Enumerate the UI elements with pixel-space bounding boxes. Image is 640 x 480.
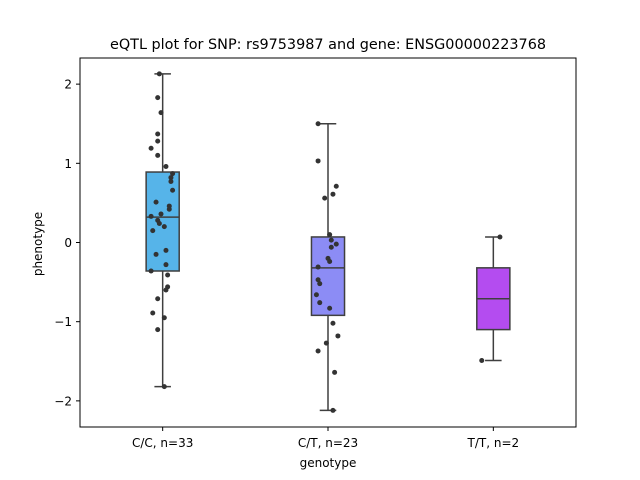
x-tick-label: C/C, n=33 (132, 436, 193, 450)
data-point (497, 234, 503, 240)
box-group (145, 71, 180, 390)
data-point (163, 163, 169, 169)
data-point (330, 407, 336, 413)
box-iqr (145, 171, 180, 272)
data-point (155, 95, 161, 101)
data-point (161, 315, 167, 321)
data-point (170, 171, 176, 177)
data-point (161, 224, 167, 230)
data-point (148, 268, 154, 274)
data-point (166, 206, 172, 212)
data-point (155, 152, 161, 158)
data-point (148, 213, 154, 219)
data-point (155, 327, 161, 333)
data-point (317, 281, 323, 287)
data-point (332, 369, 338, 375)
y-tick-label: 2 (64, 78, 72, 92)
data-point (165, 272, 171, 278)
data-point (163, 287, 169, 293)
data-point (158, 211, 164, 217)
data-point (322, 195, 328, 201)
data-point (153, 251, 159, 257)
x-tick-label: T/T, n=2 (467, 436, 520, 450)
data-point (155, 138, 161, 144)
data-point (156, 220, 162, 226)
x-tick-label: C/T, n=23 (298, 436, 358, 450)
data-point (156, 71, 162, 77)
data-point (315, 277, 321, 283)
data-point (170, 187, 176, 193)
data-point (330, 191, 336, 197)
data-point (327, 305, 333, 311)
box-group (476, 234, 511, 363)
data-point (153, 199, 159, 205)
data-point (163, 247, 169, 253)
data-point (155, 296, 161, 302)
data-point (330, 320, 336, 326)
data-point (479, 357, 485, 363)
chart-title: eQTL plot for SNP: rs9753987 and gene: E… (110, 37, 546, 53)
data-point (163, 262, 169, 268)
data-point (155, 131, 161, 137)
data-point (313, 292, 319, 298)
axes: −2 −1 0 1 2 C/C, n=33 C/T, n=23 T/T, n=2 (54, 57, 577, 450)
data-point (168, 179, 174, 185)
data-point (317, 300, 323, 306)
x-axis-label: genotype (300, 456, 357, 470)
data-point (327, 232, 333, 238)
data-point (333, 241, 339, 247)
data-point (335, 333, 341, 339)
data-point (315, 158, 321, 164)
box-iqr (310, 236, 346, 317)
data-point (327, 259, 333, 265)
data-point (315, 121, 321, 127)
y-axis-label: phenotype (31, 212, 45, 276)
data-point (328, 244, 334, 250)
data-point (323, 340, 329, 346)
data-point (150, 310, 156, 316)
data-point (315, 264, 321, 270)
data-point (158, 110, 164, 116)
data-point (148, 145, 154, 151)
y-tick-label: 1 (64, 157, 72, 171)
data-point (168, 175, 174, 181)
data-point (161, 384, 167, 390)
y-tick-label: 0 (64, 236, 72, 250)
box-group (310, 121, 346, 413)
data-point (315, 348, 321, 354)
y-tick-label: −1 (54, 315, 72, 329)
plot-area (145, 71, 511, 413)
data-point (150, 228, 156, 234)
data-point (328, 237, 334, 243)
data-point (333, 183, 339, 189)
y-tick-label: −2 (54, 394, 72, 408)
